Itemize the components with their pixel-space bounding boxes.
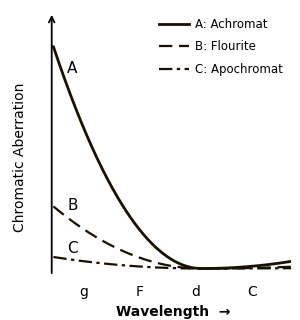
Text: B: B [68,198,78,213]
Text: Chromatic Aberration: Chromatic Aberration [14,83,27,232]
Text: A: A [68,61,78,76]
Text: C: C [68,241,78,256]
Legend: A: Achromat, B: Flourite, C: Apochromat: A: Achromat, B: Flourite, C: Apochromat [157,15,285,78]
Text: Wavelength  →: Wavelength → [116,305,230,319]
